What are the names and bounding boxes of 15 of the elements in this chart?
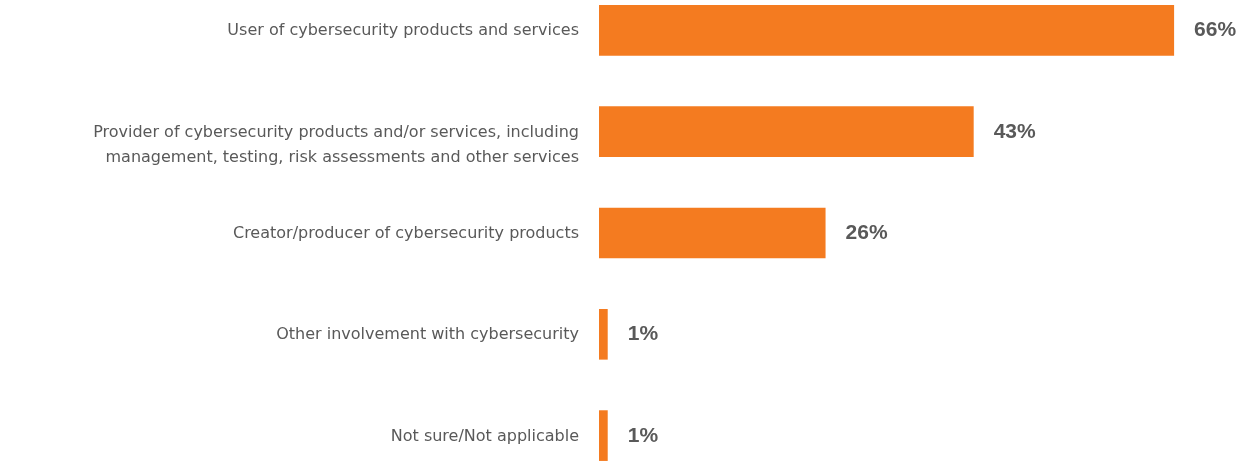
- bar: [599, 106, 974, 158]
- bar: [599, 308, 608, 360]
- bar: [599, 410, 608, 461]
- bar: [599, 207, 826, 259]
- y-tick-label: Other involvement with cybersecurity: [276, 324, 579, 344]
- data-label: 1%: [627, 321, 659, 345]
- y-tick-label: Creator/producer of cybersecurity products: [232, 223, 579, 242]
- bar: [599, 5, 1175, 56]
- y-tick-label: Not sure/Not applicable: [390, 425, 579, 445]
- y-tick-label: User of cybersecurity products and services: [227, 20, 579, 40]
- data-label: 66%: [1194, 17, 1237, 41]
- data-label: 1%: [627, 422, 659, 446]
- y-tick-label: Provider of cybersecurity products and/or services, including management, testing, risk assessments and other services: [93, 121, 579, 166]
- data-label: 43%: [993, 118, 1037, 142]
- data-label: 26%: [845, 220, 888, 243]
